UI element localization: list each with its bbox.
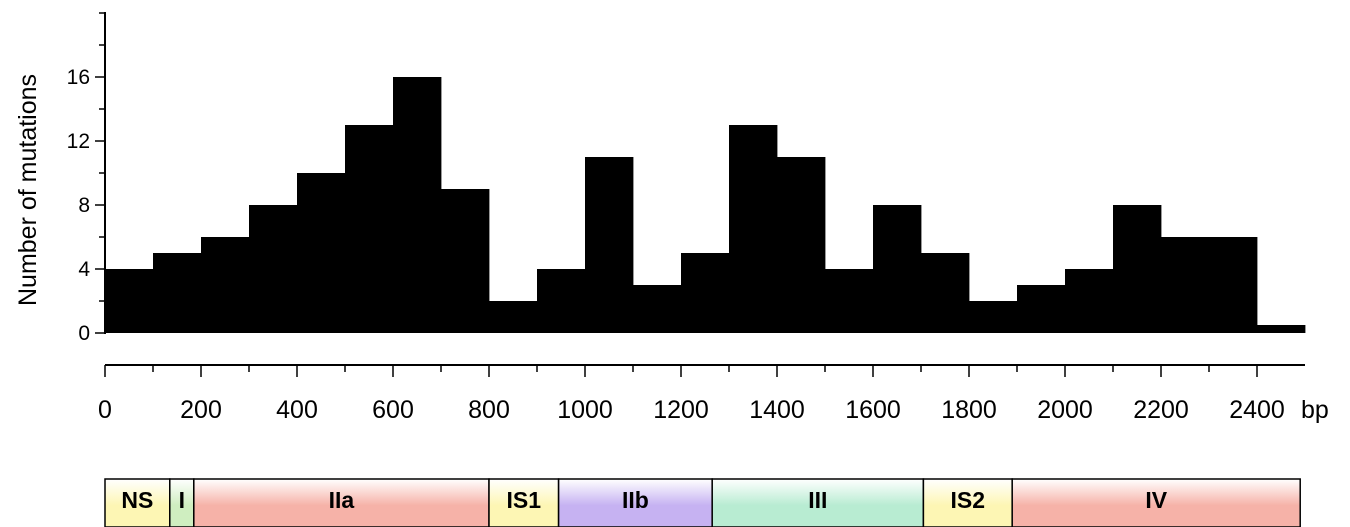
histogram-bar <box>585 157 634 333</box>
histogram-bar <box>441 189 490 333</box>
histogram-bar <box>729 125 778 333</box>
histogram-bar <box>1257 325 1306 333</box>
histogram-bar <box>825 269 874 333</box>
histogram-bar <box>777 157 826 333</box>
histogram-bar <box>969 301 1018 333</box>
x-tick-label: 2200 <box>1133 396 1189 424</box>
domain-label: NS <box>121 487 153 513</box>
domain-label: IIa <box>329 487 355 513</box>
histogram-bar <box>1113 205 1162 333</box>
histogram-bar <box>1209 237 1258 333</box>
y-tick-label: 0 <box>78 322 90 345</box>
histogram-bar <box>249 205 298 333</box>
histogram-bar <box>345 125 394 333</box>
x-tick-label: 1600 <box>845 396 901 424</box>
histogram-bar <box>105 269 154 333</box>
domain-label: IS2 <box>951 487 986 513</box>
histogram-bar <box>873 205 922 333</box>
protein-domain-map: NS I IIa IS1 IIb III IS2 IV <box>104 478 1301 527</box>
y-axis: 0 4 8 12 16 <box>67 12 106 345</box>
domain-segment-ns <box>104 478 171 527</box>
histogram-bar <box>633 285 682 333</box>
domain-segment-iii <box>711 478 925 527</box>
histogram-bar <box>201 237 250 333</box>
x-tick-label: 2000 <box>1037 396 1093 424</box>
histogram-bar <box>153 253 202 333</box>
histogram-bar <box>297 173 346 333</box>
histogram-bar <box>1017 285 1066 333</box>
domain-label: IV <box>1145 487 1167 513</box>
domain-segment-iv <box>1011 478 1301 527</box>
y-tick-label: 12 <box>67 130 90 153</box>
domain-label: I <box>179 487 185 513</box>
histogram-bar <box>537 269 586 333</box>
histogram-bar <box>489 301 538 333</box>
domain-label: IIb <box>622 487 649 513</box>
histogram-bars <box>105 77 1306 333</box>
y-tick-label: 8 <box>78 194 90 217</box>
x-tick-label: 400 <box>276 396 318 424</box>
x-tick-label: 800 <box>468 396 510 424</box>
x-tick-label: 1200 <box>653 396 709 424</box>
x-axis: 0 200 400 600 800 1000 1200 1400 1600 1800 2000 220… <box>98 364 1329 424</box>
x-tick-label: 1800 <box>941 396 997 424</box>
domain-segment-i <box>169 478 195 527</box>
x-tick-label: 1400 <box>749 396 805 424</box>
y-axis-title: Number of mutations <box>14 74 42 306</box>
histogram-bar <box>393 77 442 333</box>
y-tick-label: 16 <box>67 66 90 89</box>
x-tick-label: 2400 <box>1229 396 1285 424</box>
histogram-bar <box>681 253 730 333</box>
histogram-bar <box>1065 269 1114 333</box>
domain-label: IS1 <box>507 487 542 513</box>
x-tick-label: 1000 <box>557 396 613 424</box>
histogram-bar <box>1161 237 1210 333</box>
y-tick-label: 4 <box>78 258 90 281</box>
x-unit-label: bp <box>1301 396 1329 424</box>
histogram-bar <box>921 253 970 333</box>
x-tick-label: 0 <box>98 396 112 424</box>
domain-label: III <box>808 487 827 513</box>
x-tick-label: 200 <box>180 396 222 424</box>
x-tick-label: 600 <box>372 396 414 424</box>
